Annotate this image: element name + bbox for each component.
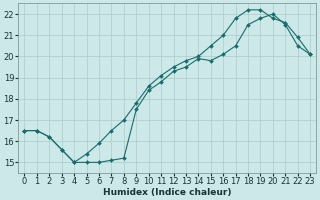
X-axis label: Humidex (Indice chaleur): Humidex (Indice chaleur) xyxy=(103,188,232,197)
